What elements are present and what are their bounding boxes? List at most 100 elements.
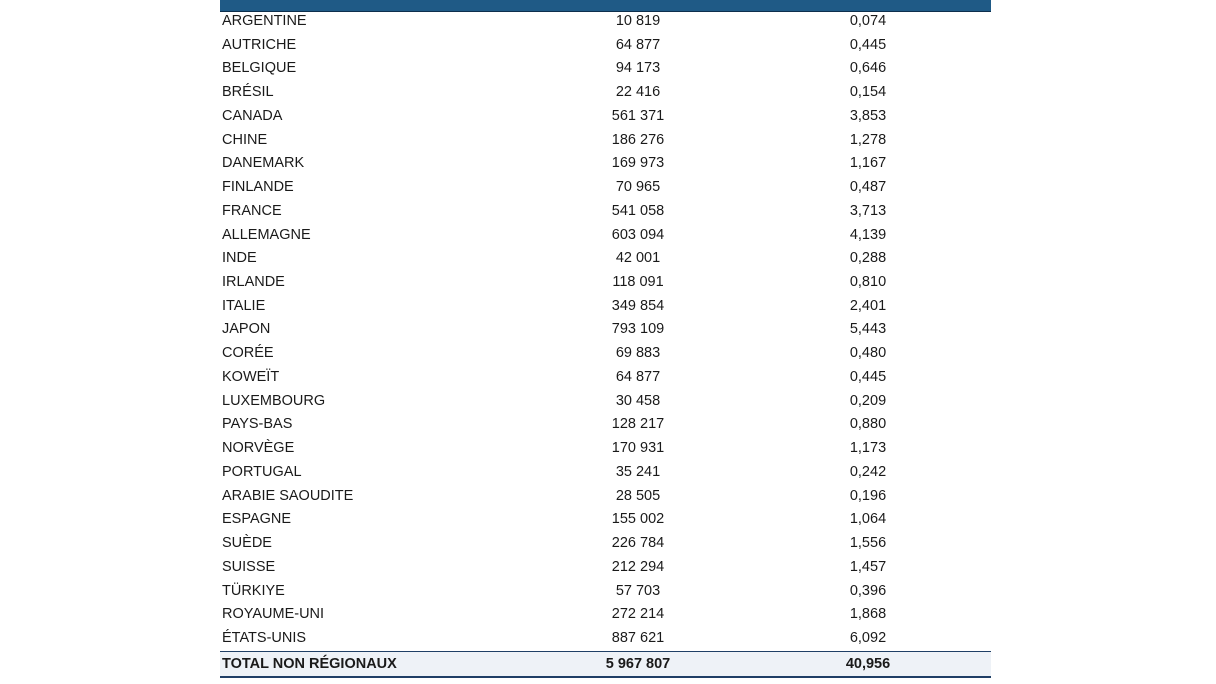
country-name: ROYAUME-UNI — [222, 606, 325, 623]
country-name: LUXEMBOURG — [222, 392, 326, 409]
table-row: AUTRICHE 64 877 0,445 — [220, 34, 991, 58]
amount: 128 217 — [611, 416, 665, 433]
amount: 169 973 — [611, 155, 665, 172]
percentage: 0,196 — [849, 487, 887, 504]
table-row: FINLANDE 70 965 0,487 — [220, 176, 991, 200]
percentage: 1,556 — [849, 535, 887, 552]
percentage: 0,209 — [849, 392, 887, 409]
table-row: PAYS-BAS 128 217 0,880 — [220, 413, 991, 437]
amount: 186 276 — [611, 131, 665, 148]
amount: 541 058 — [611, 202, 665, 219]
percentage: 1,173 — [849, 440, 887, 457]
amount: 155 002 — [611, 511, 665, 528]
country-name: ITALIE — [222, 297, 266, 314]
table: ARGENTINE 10 819 0,074 AUTRICHE 64 877 0,445 B… — [220, 0, 991, 684]
table-row: SUÈDE 226 784 1,556 — [220, 532, 991, 556]
percentage: 1,167 — [849, 155, 887, 172]
percentage: 1,064 — [849, 511, 887, 528]
percentage: 3,713 — [849, 202, 887, 219]
percentage: 3,853 — [849, 107, 887, 124]
amount: 10 819 — [615, 13, 661, 29]
amount: 42 001 — [615, 250, 661, 267]
country-name: ARGENTINE — [222, 13, 307, 29]
amount: 22 416 — [615, 84, 661, 101]
amount: 793 109 — [611, 321, 665, 338]
table-row: CANADA 561 371 3,853 — [220, 105, 991, 129]
amount: 212 294 — [611, 558, 665, 575]
percentage: 0,445 — [849, 368, 887, 385]
percentage: 4,139 — [849, 226, 887, 243]
country-name: TÜRKIYE — [222, 582, 285, 599]
amount: 57 703 — [615, 582, 661, 599]
amount: 64 877 — [615, 36, 661, 53]
amount: 603 094 — [611, 226, 665, 243]
percentage: 0,242 — [849, 463, 887, 480]
percentage: 0,880 — [849, 416, 887, 433]
percentage: 0,480 — [849, 345, 887, 362]
total-row: TOTAL NON RÉGIONAUX 5 967 807 40,956 — [220, 651, 991, 678]
table-row: IRLANDE 118 091 0,810 — [220, 271, 991, 295]
amount: 28 505 — [615, 487, 661, 504]
country-name: KOWEÏT — [222, 368, 280, 385]
country-name: FINLANDE — [222, 179, 294, 196]
amount: 887 621 — [611, 629, 665, 646]
table-row: SUISSE 212 294 1,457 — [220, 556, 991, 580]
country-name: DANEMARK — [222, 155, 305, 172]
country-name: PAYS-BAS — [222, 416, 293, 433]
country-name: BRÉSIL — [222, 84, 274, 101]
amount: 272 214 — [611, 606, 665, 623]
table-row: JAPON 793 109 5,443 — [220, 318, 991, 342]
country-name: CANADA — [222, 107, 283, 124]
percentage: 1,868 — [849, 606, 887, 623]
amount: 69 883 — [615, 345, 661, 362]
table-row: PORTUGAL 35 241 0,242 — [220, 461, 991, 485]
percentage: 0,074 — [849, 13, 887, 29]
table-row: INDE 42 001 0,288 — [220, 247, 991, 271]
table-row: BRÉSIL 22 416 0,154 — [220, 81, 991, 105]
country-name: SUISSE — [222, 558, 276, 575]
percentage: 0,154 — [849, 84, 887, 101]
country-name: FRANCE — [222, 202, 282, 219]
amount: 349 854 — [611, 297, 665, 314]
percentage: 2,401 — [849, 297, 887, 314]
table-row: BELGIQUE 94 173 0,646 — [220, 57, 991, 81]
percentage: 1,278 — [849, 131, 887, 148]
percentage: 0,646 — [849, 60, 887, 77]
percentage: 0,445 — [849, 36, 887, 53]
amount: 35 241 — [615, 463, 661, 480]
table-row: CHINE 186 276 1,278 — [220, 129, 991, 153]
country-name: CHINE — [222, 131, 268, 148]
table-row: ESPAGNE 155 002 1,064 — [220, 508, 991, 532]
table-row: NORVÈGE 170 931 1,173 — [220, 437, 991, 461]
amount: 561 371 — [611, 107, 665, 124]
country-name: ESPAGNE — [222, 511, 292, 528]
amount: 94 173 — [615, 60, 661, 77]
country-name: PORTUGAL — [222, 463, 302, 480]
table-row: ALLEMAGNE 603 094 4,139 — [220, 224, 991, 248]
country-name: INDE — [222, 250, 257, 267]
country-name: NORVÈGE — [222, 440, 295, 457]
table-row: ARGENTINE 10 819 0,074 — [220, 10, 991, 34]
percentage: 6,092 — [849, 629, 887, 646]
table-row: ÉTATS-UNIS 887 621 6,092 — [220, 627, 991, 651]
table-row: ITALIE 349 854 2,401 — [220, 295, 991, 319]
amount: 64 877 — [615, 368, 661, 385]
percentage: 5,443 — [849, 321, 887, 338]
country-name: ARABIE SAOUDITE — [222, 487, 354, 504]
country-name: CORÉE — [222, 345, 274, 362]
table-row: TÜRKIYE 57 703 0,396 — [220, 580, 991, 604]
percentage: 0,810 — [849, 274, 887, 291]
percentage: 0,288 — [849, 250, 887, 267]
table-row: FRANCE 541 058 3,713 — [220, 200, 991, 224]
table-row: LUXEMBOURG 30 458 0,209 — [220, 390, 991, 414]
table-row: KOWEÏT 64 877 0,445 — [220, 366, 991, 390]
table-row: ROYAUME-UNI 272 214 1,868 — [220, 603, 991, 627]
table-row: CORÉE 69 883 0,480 — [220, 342, 991, 366]
header-bar — [220, 0, 991, 12]
country-name: TOTAL NON RÉGIONAUX — [222, 656, 397, 672]
amount: 30 458 — [615, 392, 661, 409]
country-name: JAPON — [222, 321, 271, 338]
percentage: 1,457 — [849, 558, 887, 575]
country-name: BELGIQUE — [222, 60, 297, 77]
